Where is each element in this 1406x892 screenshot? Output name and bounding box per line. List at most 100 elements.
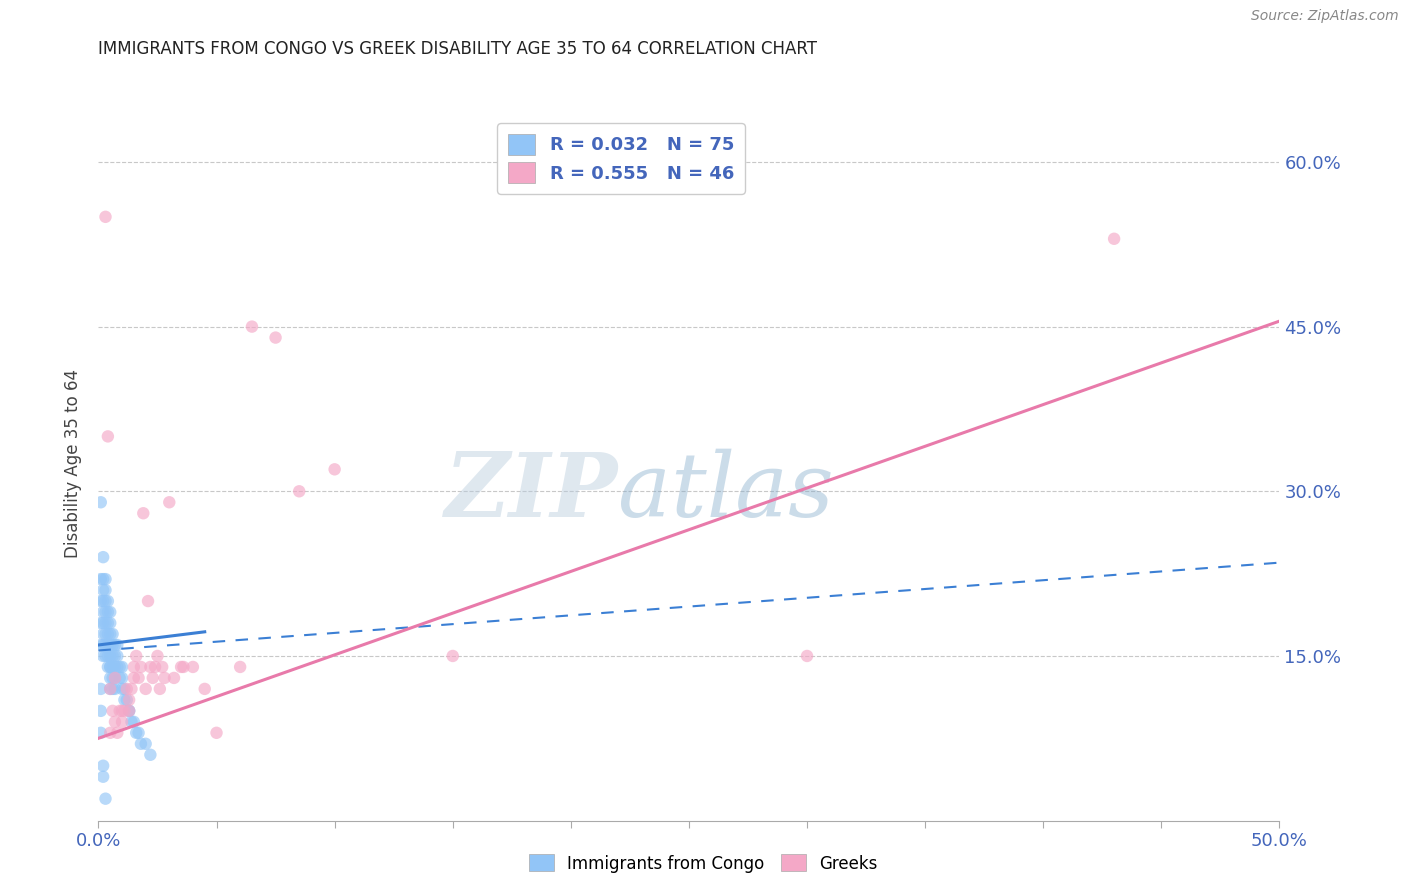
Point bbox=[142, 671, 165, 685]
Point bbox=[136, 594, 159, 608]
Point bbox=[125, 726, 148, 740]
Point bbox=[90, 495, 112, 509]
Point bbox=[172, 660, 194, 674]
Point bbox=[121, 714, 143, 729]
Point bbox=[97, 615, 120, 630]
Point bbox=[111, 704, 134, 718]
Point bbox=[323, 462, 346, 476]
Point bbox=[146, 648, 169, 663]
Point bbox=[122, 671, 145, 685]
Point bbox=[288, 484, 311, 499]
Point bbox=[129, 660, 152, 674]
Point bbox=[97, 648, 120, 663]
Point bbox=[97, 429, 120, 443]
Point bbox=[118, 704, 141, 718]
Point bbox=[91, 638, 114, 652]
Point bbox=[132, 506, 155, 520]
Point bbox=[91, 758, 114, 772]
Point bbox=[111, 671, 134, 685]
Point bbox=[91, 583, 114, 598]
Point bbox=[115, 681, 138, 696]
Text: Source: ZipAtlas.com: Source: ZipAtlas.com bbox=[1251, 9, 1399, 23]
Point bbox=[796, 648, 818, 663]
Point bbox=[90, 638, 112, 652]
Point bbox=[229, 660, 252, 674]
Point bbox=[94, 615, 117, 630]
Point bbox=[94, 648, 117, 663]
Point bbox=[112, 681, 135, 696]
Point bbox=[104, 660, 127, 674]
Point bbox=[98, 671, 121, 685]
Point bbox=[128, 726, 150, 740]
Point bbox=[98, 660, 121, 674]
Point bbox=[118, 704, 141, 718]
Point bbox=[97, 660, 120, 674]
Point bbox=[105, 648, 128, 663]
Point bbox=[98, 615, 121, 630]
Point bbox=[118, 704, 141, 718]
Point bbox=[150, 660, 173, 674]
Point bbox=[125, 648, 148, 663]
Point bbox=[105, 726, 128, 740]
Point bbox=[115, 693, 138, 707]
Point bbox=[121, 681, 143, 696]
Point bbox=[101, 638, 124, 652]
Text: ZIP: ZIP bbox=[444, 450, 619, 535]
Point bbox=[97, 638, 120, 652]
Point bbox=[111, 681, 134, 696]
Point bbox=[91, 648, 114, 663]
Point bbox=[98, 681, 121, 696]
Point bbox=[135, 681, 157, 696]
Point bbox=[91, 572, 114, 586]
Point bbox=[170, 660, 193, 674]
Point bbox=[181, 660, 204, 674]
Point bbox=[94, 605, 117, 619]
Point bbox=[98, 627, 121, 641]
Point bbox=[111, 714, 134, 729]
Point bbox=[90, 704, 112, 718]
Point bbox=[122, 660, 145, 674]
Point bbox=[91, 594, 114, 608]
Point bbox=[98, 726, 121, 740]
Point bbox=[194, 681, 217, 696]
Point bbox=[94, 791, 117, 805]
Point bbox=[108, 704, 131, 718]
Point bbox=[97, 605, 120, 619]
Point bbox=[104, 671, 127, 685]
Point bbox=[118, 693, 141, 707]
Point bbox=[97, 594, 120, 608]
Point bbox=[94, 583, 117, 598]
Text: atlas: atlas bbox=[619, 449, 834, 536]
Point bbox=[108, 671, 131, 685]
Point bbox=[105, 638, 128, 652]
Point bbox=[94, 210, 117, 224]
Point bbox=[94, 572, 117, 586]
Point bbox=[98, 681, 121, 696]
Point bbox=[143, 660, 166, 674]
Point bbox=[91, 615, 114, 630]
Point bbox=[153, 671, 176, 685]
Point bbox=[97, 627, 120, 641]
Point bbox=[90, 615, 112, 630]
Point bbox=[91, 605, 114, 619]
Point bbox=[122, 714, 145, 729]
Point bbox=[94, 594, 117, 608]
Point bbox=[101, 648, 124, 663]
Point bbox=[101, 671, 124, 685]
Point bbox=[135, 737, 157, 751]
Point bbox=[90, 594, 112, 608]
Point bbox=[205, 726, 228, 740]
Point bbox=[157, 495, 180, 509]
Point bbox=[139, 660, 162, 674]
Point bbox=[90, 681, 112, 696]
Point bbox=[101, 627, 124, 641]
Point bbox=[104, 681, 127, 696]
Point bbox=[112, 693, 135, 707]
Point bbox=[90, 726, 112, 740]
Point bbox=[264, 330, 287, 344]
Point bbox=[98, 648, 121, 663]
Point bbox=[441, 648, 464, 663]
Point bbox=[104, 714, 127, 729]
Text: IMMIGRANTS FROM CONGO VS GREEK DISABILITY AGE 35 TO 64 CORRELATION CHART: IMMIGRANTS FROM CONGO VS GREEK DISABILIT… bbox=[98, 40, 817, 58]
Point bbox=[1102, 232, 1125, 246]
